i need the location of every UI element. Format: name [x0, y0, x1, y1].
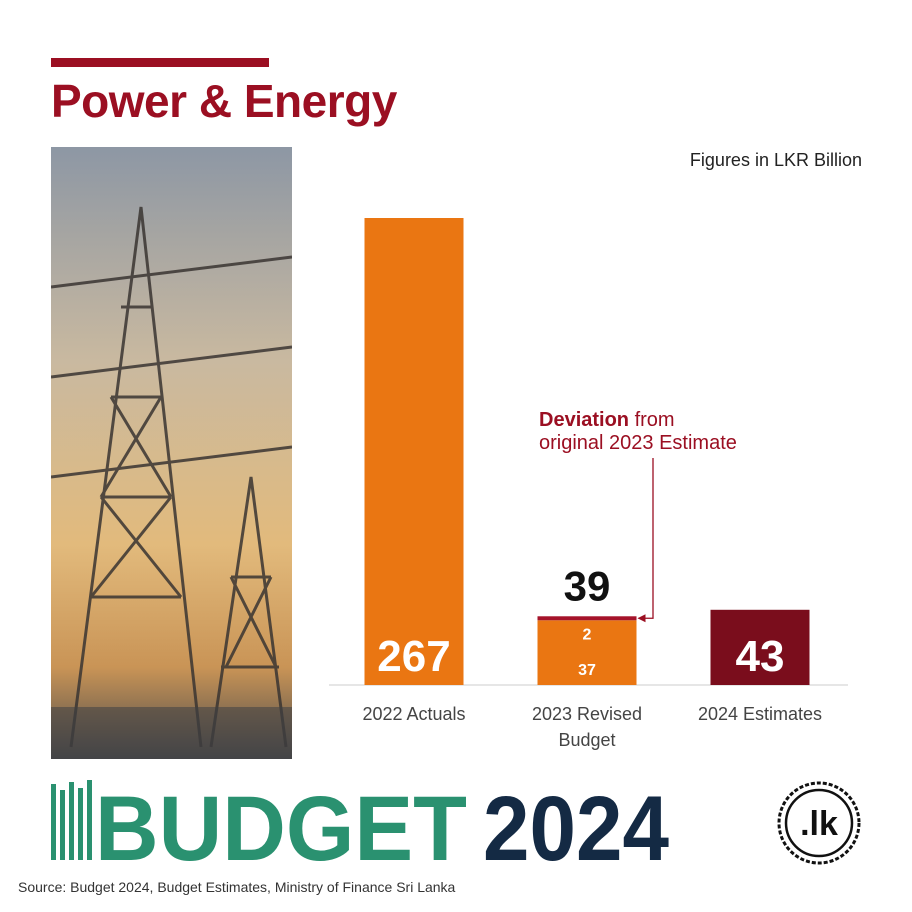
deviation-annotation-line1: Deviation from — [539, 409, 675, 431]
bar-2023-base — [537, 620, 637, 685]
category-label: 2023 Revised — [532, 704, 642, 724]
category-label: 2022 Actuals — [362, 704, 465, 724]
logo-text: .lk — [800, 805, 838, 843]
category-label: Budget — [558, 730, 615, 750]
value-label-2023-total: 39 — [564, 562, 611, 609]
deviation-annotation-rest: from — [629, 409, 675, 431]
deviation-annotation-bold: Deviation — [539, 409, 629, 431]
value-label-2022: 267 — [377, 632, 450, 681]
value-label-2023-deviation: 2 — [583, 626, 592, 643]
brand-word-budget: BUDGET — [95, 778, 467, 864]
value-label-2023-base: 37 — [578, 662, 596, 679]
units-note: Figures in LKR Billion — [689, 150, 862, 170]
bar-2022-actuals — [364, 218, 464, 685]
bar-2024-estimates — [710, 609, 810, 685]
deviation-annotation-line2: original 2023 Estimate — [539, 432, 737, 454]
source-note: Source: Budget 2024, Budget Estimates, M… — [18, 879, 456, 895]
deviation-arrow-line — [638, 458, 654, 619]
value-label-2024: 43 — [736, 632, 785, 681]
bar-2023-deviation — [537, 616, 637, 621]
budget-2024-wordmark: BUDGET 2024 — [51, 778, 669, 864]
category-label: 2024 Estimates — [698, 704, 822, 724]
deviation-arrow-head — [637, 614, 646, 623]
lk-logo: .lk — [777, 781, 861, 865]
page-title: Power & Energy — [51, 75, 397, 127]
power-tower-photo — [51, 147, 292, 759]
brand-word-year: 2024 — [483, 778, 669, 864]
title-accent-bar — [51, 58, 269, 67]
